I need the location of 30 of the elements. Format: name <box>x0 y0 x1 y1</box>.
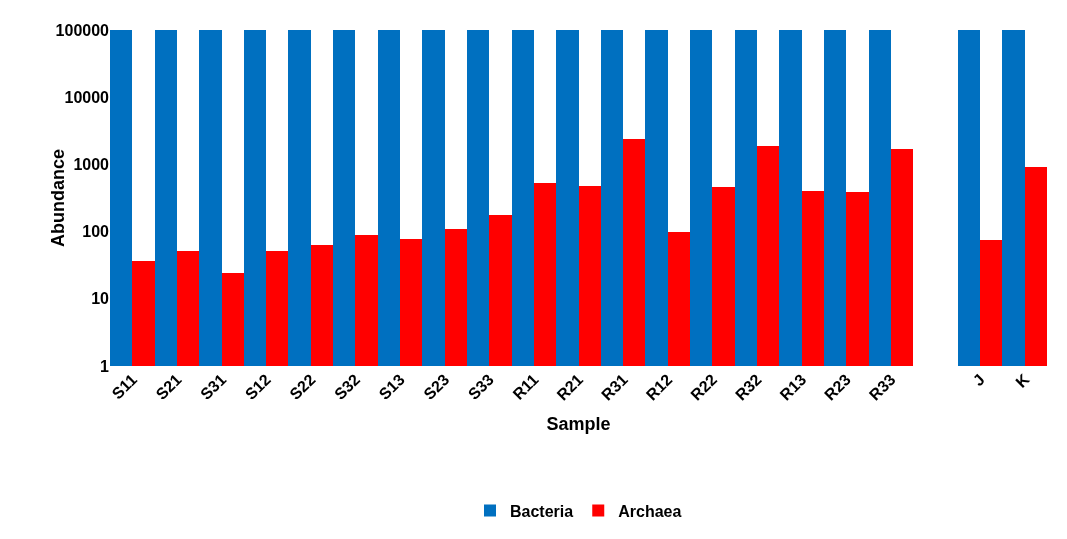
x-tick-label: S33 <box>464 370 498 403</box>
x-tick-label: R33 <box>865 370 899 404</box>
y-tick-label: 100 <box>82 223 110 241</box>
x-tick-label: S23 <box>420 370 453 403</box>
x-tick-label: R13 <box>776 370 810 404</box>
x-tick-label: S32 <box>331 370 364 403</box>
x-tick-label: S13 <box>375 370 408 403</box>
y-tick-label: 1000 <box>73 156 110 173</box>
x-tick-label: R22 <box>687 370 721 404</box>
x-tick-label: J <box>969 370 988 390</box>
legend-label: Archaea <box>618 502 682 520</box>
y-tick-label: 10 <box>91 290 110 308</box>
x-tick-label: S22 <box>286 370 319 403</box>
x-tick-label: R11 <box>509 370 542 403</box>
x-tick-label: S21 <box>152 370 185 403</box>
x-tick-label: S12 <box>241 370 275 403</box>
x-tick-label: R23 <box>821 370 855 404</box>
y-tick-label: 10000 <box>64 88 110 106</box>
x-tick-label: R21 <box>553 370 587 404</box>
x-tick-label: K <box>1012 370 1033 391</box>
x-tick-label: R31 <box>598 370 631 404</box>
x-tick-label: R32 <box>731 370 765 404</box>
y-tick-label: 1 <box>100 357 110 375</box>
x-tick-label: S11 <box>108 370 141 403</box>
legend-label: Bacteria <box>510 502 574 520</box>
y-tick-label: 100000 <box>55 21 110 39</box>
y-axis-title: Abundance <box>48 148 68 248</box>
x-tick-label: R12 <box>642 370 676 404</box>
x-axis-title: Sample <box>546 414 611 434</box>
x-tick-label: S31 <box>197 370 230 403</box>
